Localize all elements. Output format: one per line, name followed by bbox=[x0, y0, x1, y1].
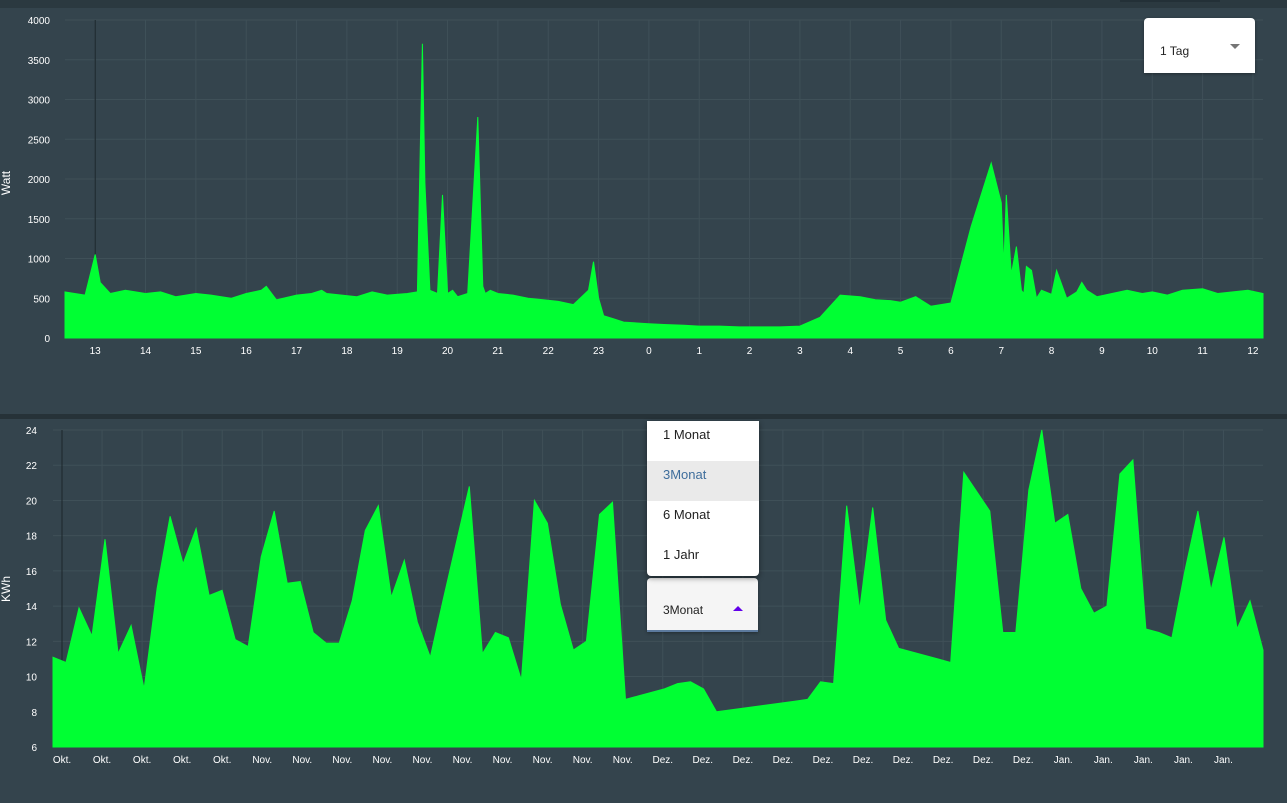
power-series-area bbox=[64, 43, 1264, 339]
x-tick-label: Nov. bbox=[292, 755, 312, 766]
x-tick-label: Dez. bbox=[973, 755, 994, 766]
menu-option-1-monat[interactable]: 1 Monat bbox=[663, 427, 710, 442]
top-toolbar bbox=[0, 0, 1287, 8]
y-tick-label: 3000 bbox=[28, 96, 51, 107]
chevron-up-icon bbox=[733, 606, 743, 611]
x-tick-label: 4 bbox=[847, 346, 853, 357]
x-tick-label: 22 bbox=[543, 346, 555, 357]
y-tick-label: 3500 bbox=[28, 56, 51, 67]
y-tick-label: 20 bbox=[26, 496, 38, 507]
y-tick-label: 1000 bbox=[28, 255, 51, 266]
x-tick-label: 6 bbox=[948, 346, 954, 357]
menu-option-6-monat[interactable]: 6 Monat bbox=[663, 507, 710, 522]
x-tick-label: Jan. bbox=[1054, 755, 1073, 766]
chart-divider bbox=[0, 414, 1287, 419]
x-tick-label: Okt. bbox=[93, 755, 111, 766]
x-tick-label: 2 bbox=[747, 346, 753, 357]
y-tick-label: 24 bbox=[26, 426, 38, 437]
x-tick-label: Nov. bbox=[613, 755, 633, 766]
x-tick-label: Okt. bbox=[133, 755, 151, 766]
y-tick-label: 12 bbox=[26, 637, 38, 648]
energy-chart: 6 8 10 12 14 16 18 20 22 24 Okt. Okt. Okt. Okt. Okt. No… bbox=[0, 426, 1264, 766]
energy-range-value: 3Monat bbox=[663, 603, 704, 617]
y-tick-label: 2000 bbox=[28, 175, 51, 186]
x-tick-label: 5 bbox=[898, 346, 904, 357]
x-tick-label: 15 bbox=[190, 346, 202, 357]
y-tick-label: 4000 bbox=[28, 16, 51, 27]
y-tick-label: 22 bbox=[26, 461, 38, 472]
y-tick-label: 18 bbox=[26, 532, 38, 543]
chevron-down-icon bbox=[1230, 44, 1240, 49]
x-tick-label: 19 bbox=[392, 346, 404, 357]
x-tick-label: 0 bbox=[646, 346, 652, 357]
x-tick-label: Jan. bbox=[1174, 755, 1193, 766]
y-axis-label: Watt bbox=[0, 170, 13, 195]
energy-series-area bbox=[52, 429, 1264, 748]
power-range-select[interactable]: 1 Tag bbox=[1144, 18, 1255, 73]
x-tick-label: 11 bbox=[1197, 346, 1208, 357]
y-tick-label: 6 bbox=[31, 743, 37, 754]
x-tick-label: Okt. bbox=[173, 755, 191, 766]
energy-range-select[interactable]: 3Monat bbox=[647, 578, 758, 632]
x-tick-label: Dez. bbox=[693, 755, 714, 766]
x-tick-label: 23 bbox=[593, 346, 605, 357]
x-tick-label: Dez. bbox=[853, 755, 874, 766]
x-tick-label: 13 bbox=[90, 346, 102, 357]
y-tick-label: 10 bbox=[26, 673, 38, 684]
y-tick-label: 8 bbox=[31, 708, 37, 719]
x-tick-label: Okt. bbox=[53, 755, 71, 766]
x-tick-label: 7 bbox=[998, 346, 1004, 357]
y-tick-label: 500 bbox=[33, 294, 50, 305]
y-tick-label: 1500 bbox=[28, 215, 51, 226]
x-tick-label: 1 bbox=[696, 346, 702, 357]
x-tick-label: 17 bbox=[291, 346, 303, 357]
x-tick-label: Dez. bbox=[893, 755, 914, 766]
x-tick-label: 8 bbox=[1049, 346, 1055, 357]
menu-option-3monat[interactable]: 3Monat bbox=[647, 461, 759, 501]
x-tick-label: Nov. bbox=[533, 755, 553, 766]
x-tick-label: 20 bbox=[442, 346, 454, 357]
x-tick-label: 3 bbox=[797, 346, 803, 357]
power-range-value: 1 Tag bbox=[1160, 44, 1190, 58]
x-tick-label: 12 bbox=[1247, 346, 1259, 357]
x-tick-label: 14 bbox=[140, 346, 152, 357]
x-tick-label: 10 bbox=[1147, 346, 1159, 357]
menu-option-1-jahr[interactable]: 1 Jahr bbox=[663, 547, 700, 562]
x-tick-label: Nov. bbox=[493, 755, 513, 766]
y-tick-label: 2500 bbox=[28, 135, 51, 146]
x-tick-label: Nov. bbox=[332, 755, 352, 766]
energy-range-menu: 1 Monat 3Monat 6 Monat 1 Jahr bbox=[647, 421, 759, 576]
x-tick-label: Jan. bbox=[1214, 755, 1233, 766]
x-tick-label: 18 bbox=[341, 346, 353, 357]
x-tick-label: Dez. bbox=[773, 755, 794, 766]
y-tick-label: 0 bbox=[44, 334, 50, 345]
y-tick-label: 14 bbox=[26, 602, 38, 613]
x-tick-label: Dez. bbox=[733, 755, 754, 766]
x-tick-label: 9 bbox=[1099, 346, 1105, 357]
x-tick-label: Nov. bbox=[372, 755, 392, 766]
x-tick-label: Dez. bbox=[1013, 755, 1034, 766]
x-tick-label: Nov. bbox=[453, 755, 473, 766]
y-axis-label: KWh bbox=[0, 576, 13, 602]
x-tick-label: 16 bbox=[241, 346, 253, 357]
x-tick-label: 21 bbox=[492, 346, 504, 357]
x-tick-label: Dez. bbox=[813, 755, 834, 766]
y-tick-label: 16 bbox=[26, 567, 38, 578]
x-tick-label: Nov. bbox=[573, 755, 593, 766]
x-tick-label: Jan. bbox=[1094, 755, 1113, 766]
x-tick-label: Okt. bbox=[213, 755, 231, 766]
x-tick-label: Dez. bbox=[652, 755, 673, 766]
x-tick-label: Nov. bbox=[413, 755, 433, 766]
x-tick-label: Dez. bbox=[933, 755, 954, 766]
x-tick-label: Jan. bbox=[1134, 755, 1153, 766]
x-tick-label: Nov. bbox=[252, 755, 272, 766]
